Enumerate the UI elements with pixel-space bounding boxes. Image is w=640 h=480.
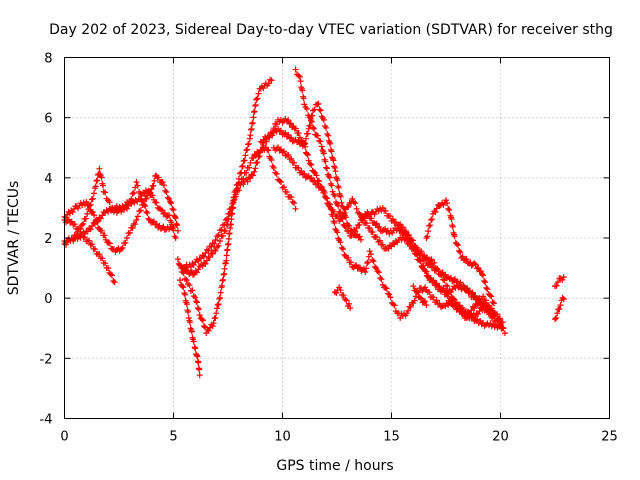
marker-cluster bbox=[257, 115, 508, 337]
series-track-10 bbox=[257, 115, 508, 337]
marker-cluster bbox=[331, 284, 354, 312]
series-track-6 bbox=[177, 277, 203, 379]
marker-cluster bbox=[552, 274, 567, 290]
y-tick-label: 4 bbox=[44, 172, 52, 187]
series-track-17 bbox=[552, 274, 567, 290]
series-track-7 bbox=[177, 144, 299, 278]
series-track-5 bbox=[174, 76, 275, 337]
marker-cluster bbox=[397, 226, 497, 322]
marker-cluster bbox=[552, 294, 567, 323]
series-track-11 bbox=[270, 144, 506, 332]
series-track-12 bbox=[331, 284, 354, 312]
x-tick-label: 25 bbox=[601, 430, 618, 445]
y-tick-label: 0 bbox=[44, 292, 52, 307]
marker-cluster bbox=[270, 144, 506, 332]
marker-cluster bbox=[423, 197, 497, 307]
series-track-14 bbox=[397, 226, 497, 322]
y-axis-label: SDTVAR / TECUs bbox=[6, 181, 22, 296]
x-tick-label: 5 bbox=[169, 430, 177, 445]
series-track-15 bbox=[410, 283, 430, 309]
x-tick-label: 20 bbox=[492, 430, 509, 445]
axis-ticks: -4 -2 0 2 4 6 8 0 5 10 15 20 25 bbox=[40, 52, 618, 445]
x-axis-label: GPS time / hours bbox=[276, 458, 393, 474]
y-tick-label: -4 bbox=[40, 413, 53, 428]
series-track-18 bbox=[552, 294, 567, 323]
series-track-16 bbox=[423, 197, 497, 307]
x-tick-label: 0 bbox=[60, 430, 68, 445]
y-tick-label: 8 bbox=[44, 52, 52, 67]
y-tick-label: 2 bbox=[44, 232, 52, 247]
marker-cluster bbox=[179, 100, 364, 273]
data-series bbox=[61, 66, 567, 379]
series-track-8 bbox=[179, 100, 364, 273]
marker-cluster bbox=[177, 144, 299, 278]
y-tick-label: -2 bbox=[40, 352, 53, 367]
y-tick-label: 6 bbox=[44, 112, 52, 127]
chart-title: Day 202 of 2023, Sidereal Day-to-day VTE… bbox=[49, 22, 613, 38]
x-tick-label: 10 bbox=[274, 430, 291, 445]
marker-cluster bbox=[174, 76, 275, 337]
marker-cluster bbox=[410, 283, 430, 309]
marker-cluster bbox=[177, 277, 203, 379]
x-tick-label: 15 bbox=[383, 430, 400, 445]
